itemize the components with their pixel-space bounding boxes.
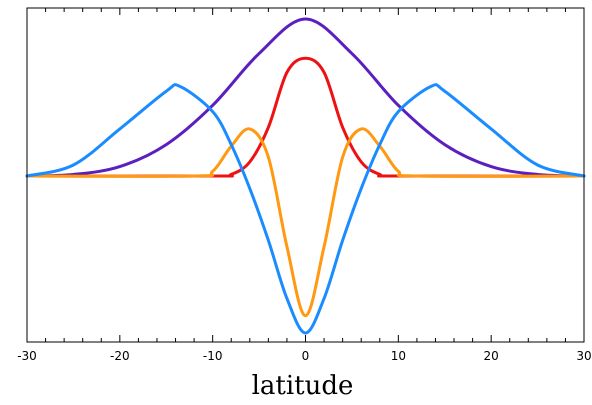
x-tick-label: 0 xyxy=(302,349,310,363)
series-line-4 xyxy=(25,83,586,335)
x-tick-label: 30 xyxy=(576,349,591,363)
x-tick-label: -30 xyxy=(17,349,37,363)
plot-lines xyxy=(25,17,586,335)
x-axis-title: latitude xyxy=(252,371,354,401)
x-axis-tick-labels: -30 -20 -10 0 10 20 30 xyxy=(17,349,591,363)
series-line-3 xyxy=(25,127,586,318)
series-line-2 xyxy=(25,56,586,178)
x-tick-label: 20 xyxy=(484,349,499,363)
x-tick-label: -20 xyxy=(110,349,130,363)
series-line-1 xyxy=(25,17,586,178)
x-tick-label: 10 xyxy=(391,349,406,363)
x-tick-label: -10 xyxy=(203,349,223,363)
x-axis-ticks xyxy=(26,8,585,342)
